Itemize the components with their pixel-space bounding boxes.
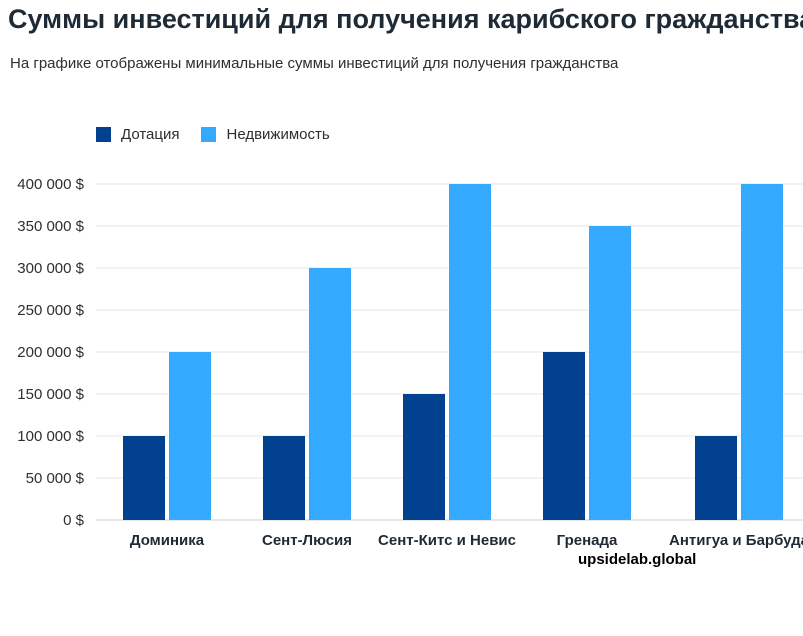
watermark-text: upsidelab.global	[578, 551, 697, 568]
legend-item-grant: Дотация	[96, 126, 179, 143]
bar-grant	[403, 394, 445, 520]
bar-real-estate	[741, 184, 783, 520]
x-tick-label: Сент-Китс и Невис	[378, 532, 516, 549]
legend-item-real-estate: Недвижимость	[201, 126, 330, 143]
x-tick-label: Доминика	[130, 532, 205, 549]
legend-swatch-grant	[96, 127, 111, 142]
y-tick-label: 250 000 $	[17, 302, 84, 319]
legend-label-grant: Дотация	[121, 126, 180, 143]
legend-swatch-real-estate	[201, 127, 217, 142]
chart-subtitle: На графике отображены минимальные суммы …	[10, 55, 619, 72]
y-tick-label: 0 $	[63, 512, 85, 529]
y-tick-label: 100 000 $	[17, 428, 84, 445]
bar-real-estate	[449, 184, 491, 520]
legend: Дотация Недвижимость	[96, 126, 352, 143]
x-tick-label: Сент-Люсия	[262, 532, 352, 549]
bar-grant	[695, 436, 737, 520]
bar-real-estate	[309, 268, 351, 520]
bar-real-estate	[169, 352, 211, 520]
y-tick-label: 150 000 $	[17, 386, 84, 403]
x-tick-label: Антигуа и Барбуда	[669, 532, 803, 549]
bar-real-estate	[589, 226, 631, 520]
y-tick-label: 350 000 $	[17, 218, 84, 235]
y-tick-label: 400 000 $	[17, 176, 84, 193]
bar-grant	[263, 436, 305, 520]
y-tick-label: 300 000 $	[17, 260, 84, 277]
bar-grant	[123, 436, 165, 520]
legend-label-real-estate: Недвижимость	[226, 126, 330, 143]
bar-grant	[543, 352, 585, 520]
y-tick-label: 200 000 $	[17, 344, 84, 361]
chart-title: Суммы инвестиций для получения карибског…	[8, 4, 803, 34]
y-tick-label: 50 000 $	[26, 470, 85, 487]
x-tick-label: Гренада	[557, 532, 618, 549]
